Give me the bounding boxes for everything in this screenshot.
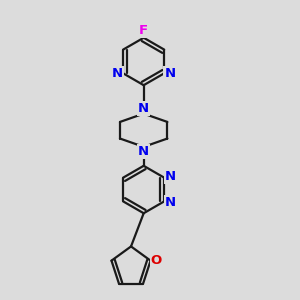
Text: F: F	[139, 24, 148, 37]
Text: N: N	[165, 169, 176, 183]
Text: N: N	[112, 67, 123, 80]
Text: N: N	[165, 196, 176, 209]
Text: N: N	[164, 67, 175, 80]
Text: N: N	[138, 102, 149, 116]
Text: N: N	[138, 145, 149, 158]
Text: O: O	[151, 254, 162, 267]
